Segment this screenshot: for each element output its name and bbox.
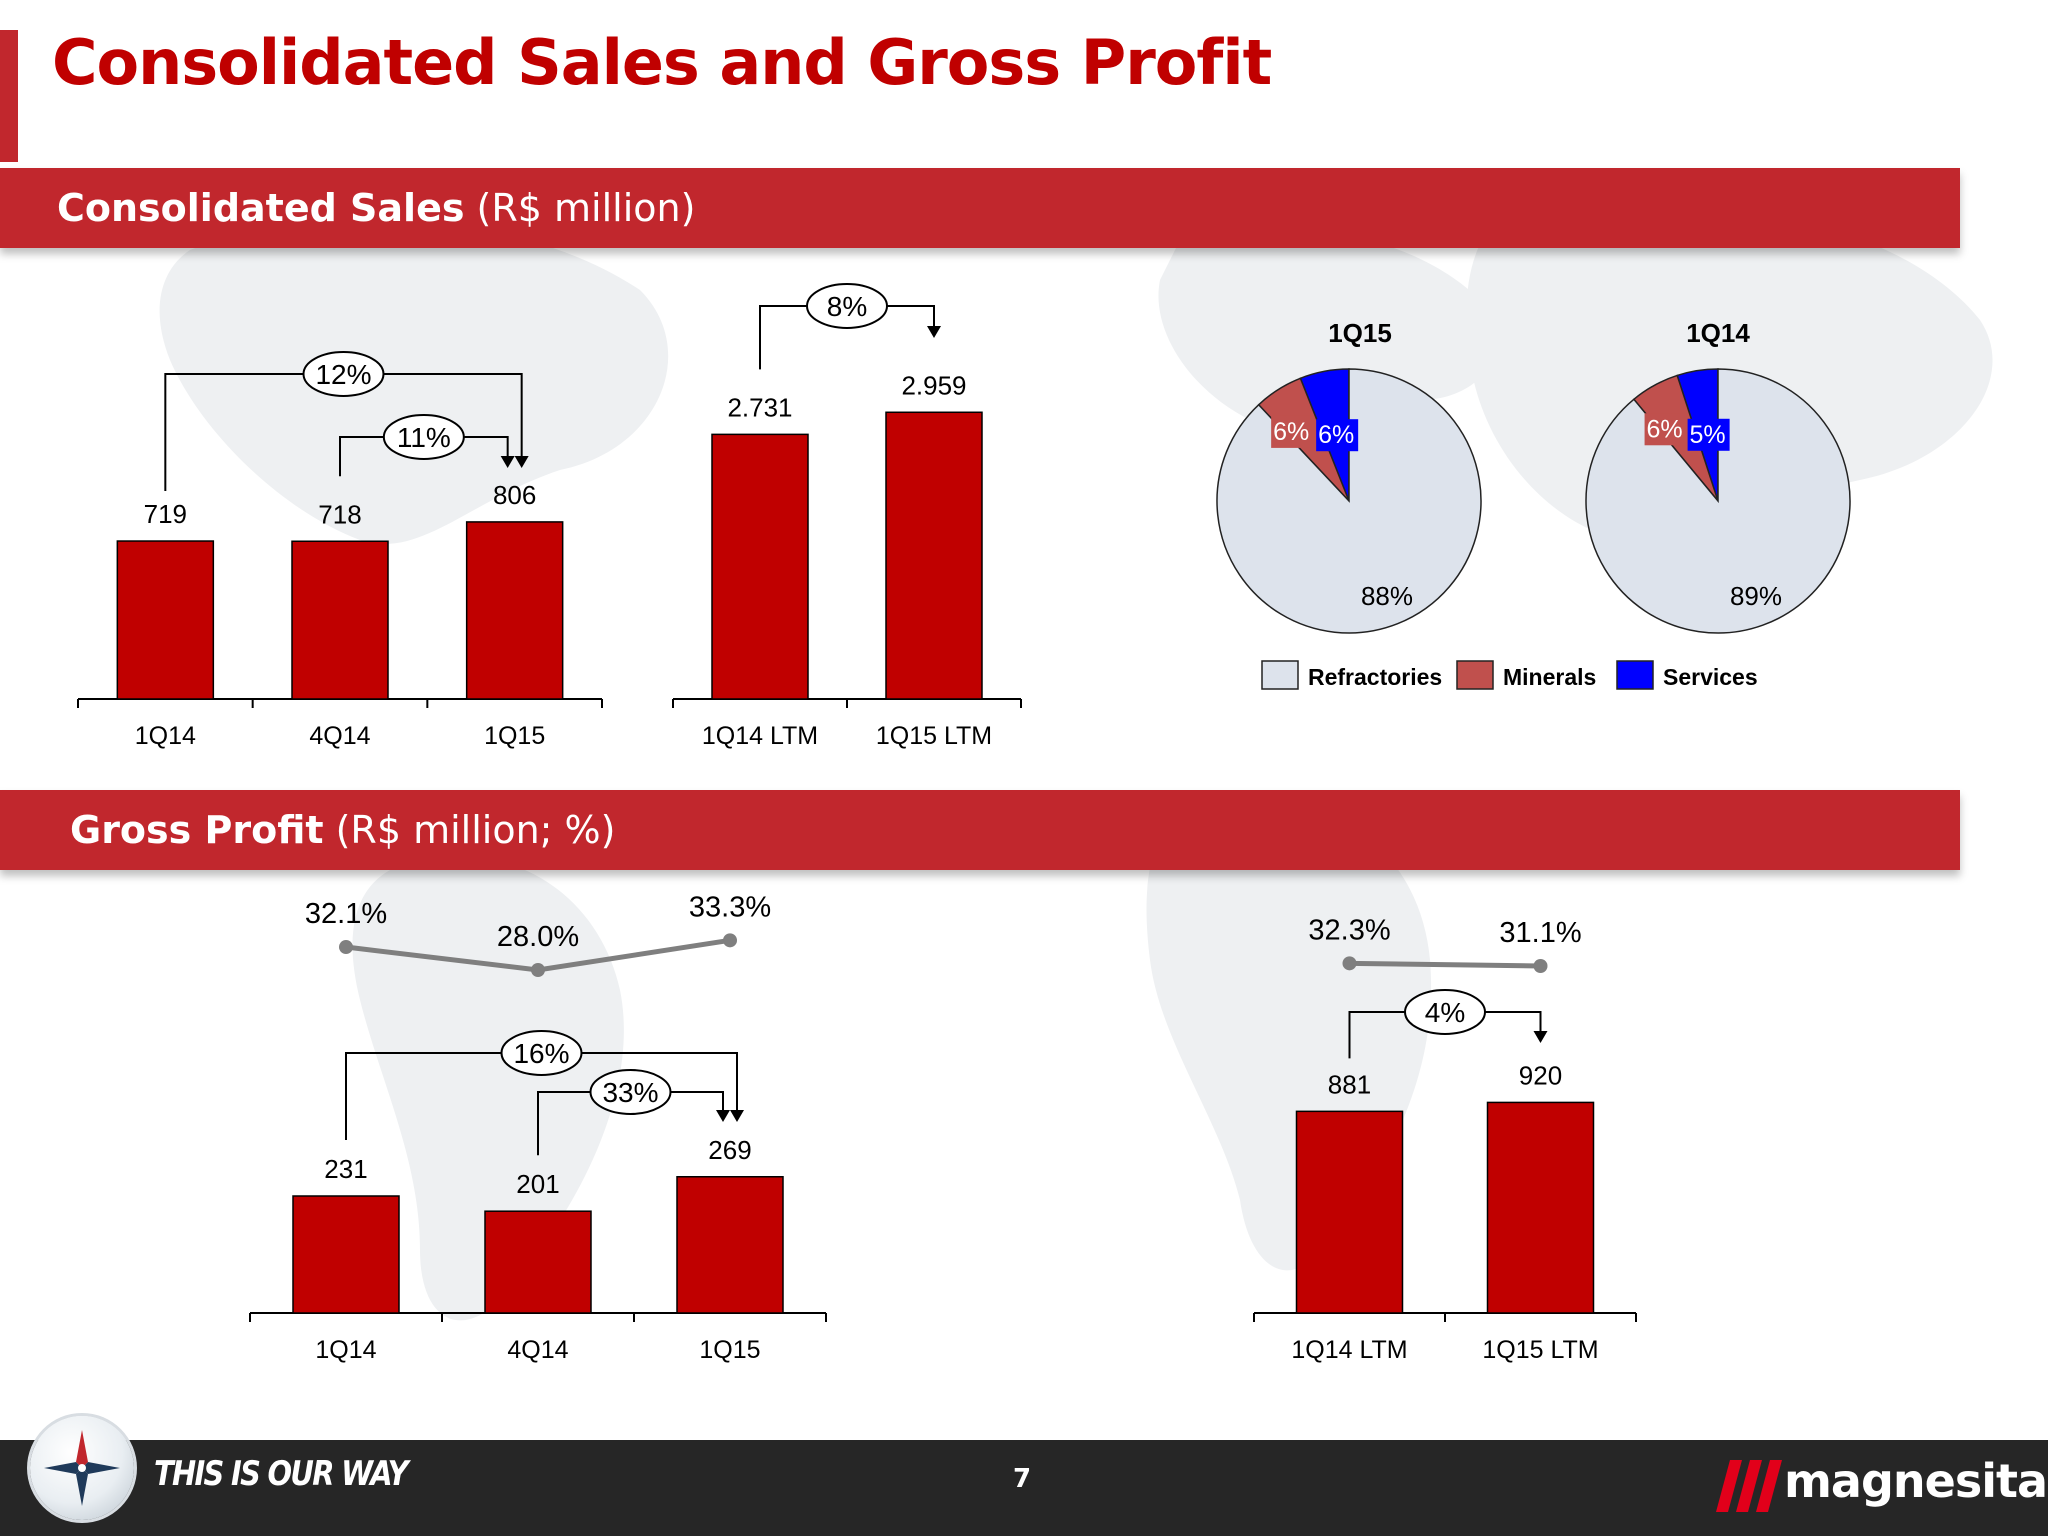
margin-point	[531, 963, 545, 977]
section-header-gross-profit: Gross Profit (R$ million; %)	[0, 790, 1960, 870]
growth-label-gp-qoq: 33%	[602, 1077, 658, 1108]
growth-label-gp-ltm: 4%	[1425, 997, 1465, 1028]
bar-value-label: 719	[144, 499, 187, 529]
x-tick-label: 1Q14 LTM	[1291, 1336, 1407, 1364]
growth-arrowhead	[730, 1110, 744, 1122]
x-tick-label: 1Q14	[315, 1336, 376, 1364]
growth-bubble	[806, 283, 888, 329]
bar	[885, 411, 983, 700]
growth-arrowhead	[927, 326, 941, 338]
pie-label-services: 6%	[1318, 421, 1354, 449]
brand-logo: magnesita	[1716, 1452, 2048, 1522]
bar-value-label: 920	[1519, 1060, 1562, 1090]
footer-tagline: THIS IS OUR WAY	[154, 1454, 409, 1494]
margin-label-ltm: 31.1%	[1499, 917, 1581, 949]
legend-label: Refractories	[1308, 664, 1442, 690]
pie-label-services: 5%	[1690, 421, 1726, 449]
slide-title: Consolidated Sales and Gross Profit	[52, 26, 1272, 99]
section-sales-title: Consolidated Sales	[57, 186, 465, 230]
growth-label-sales-ltm: 8%	[827, 291, 867, 322]
bar-value-label: 2.959	[901, 370, 966, 400]
footer-bar	[0, 1440, 2048, 1536]
pie-label-bg	[1644, 413, 1687, 446]
bar-value-label: 718	[318, 499, 361, 529]
bar-value-label: 201	[516, 1169, 559, 1199]
legend-label: Services	[1663, 664, 1758, 690]
pie-label-minerals: 6%	[1273, 418, 1309, 446]
bar	[1295, 1110, 1404, 1314]
growth-arrowhead	[716, 1110, 730, 1122]
bar	[711, 433, 809, 700]
margin-point	[723, 933, 737, 948]
x-tick-label: 1Q15 LTM	[876, 722, 992, 750]
legend-swatch	[1261, 660, 1299, 690]
bar	[676, 1176, 784, 1314]
margin-label-ltm: 32.3%	[1308, 914, 1390, 946]
page-number: 7	[1012, 1464, 1032, 1494]
pie-label-bg	[1316, 419, 1359, 452]
growth-label-gp-yoy: 16%	[513, 1038, 569, 1069]
bar-value-label: 881	[1328, 1069, 1371, 1099]
pie-title: 1Q14	[1686, 318, 1750, 348]
x-tick-label: 1Q15	[484, 722, 545, 750]
compass-logo-icon	[30, 1416, 134, 1520]
pie-slice	[1216, 368, 1482, 634]
section-sales-unit: (R$ million)	[464, 186, 696, 230]
x-tick-label: 4Q14	[507, 1336, 568, 1364]
bar-value-label: 806	[493, 480, 536, 510]
pie-label-bg	[1687, 418, 1730, 451]
brand-stripes-icon	[1716, 1460, 1782, 1512]
bar	[465, 521, 564, 700]
bar	[292, 1195, 400, 1314]
x-tick-label: 1Q15 LTM	[1482, 1336, 1598, 1364]
x-tick-label: 1Q14 LTM	[702, 722, 818, 750]
pie-label-minerals: 6%	[1647, 415, 1683, 443]
growth-arrowhead	[514, 456, 529, 468]
growth-bubble	[302, 351, 385, 397]
bar-value-label: 2.731	[727, 392, 792, 422]
bar	[484, 1210, 592, 1314]
growth-arrowhead	[500, 456, 515, 468]
x-tick-label: 1Q15	[699, 1336, 760, 1364]
pie-label-refractories: 89%	[1730, 581, 1782, 611]
section-header-sales: Consolidated Sales (R$ million)	[0, 168, 1960, 248]
section-profit-unit: (R$ million; %)	[323, 808, 616, 852]
growth-bubble	[589, 1069, 672, 1115]
bar	[116, 540, 215, 700]
section-profit-title: Gross Profit	[70, 808, 324, 852]
margin-label: 33.3%	[689, 891, 771, 923]
bar	[1486, 1101, 1595, 1314]
brand-wordmark: magnesita	[1784, 1454, 2048, 1508]
x-tick-label: 4Q14	[309, 722, 370, 750]
growth-label-sales-yoy: 12%	[315, 359, 371, 390]
bar-value-label: 269	[708, 1135, 751, 1165]
growth-bubble	[382, 414, 465, 460]
pie-label-refractories: 88%	[1361, 581, 1413, 611]
margin-point-ltm	[1533, 959, 1548, 973]
title-accent-bar	[0, 30, 18, 162]
margin-point-ltm	[1342, 956, 1357, 971]
legend-swatch	[1616, 660, 1654, 690]
growth-bubble	[1404, 989, 1486, 1035]
growth-bubble	[500, 1030, 583, 1076]
margin-label: 28.0%	[497, 921, 579, 953]
bar	[291, 540, 389, 700]
pie-title: 1Q15	[1328, 318, 1392, 348]
pie-slice	[1585, 368, 1851, 634]
margin-label: 32.1%	[305, 898, 387, 930]
margin-line-ltm	[1349, 960, 1541, 969]
pie-label-bg	[1271, 415, 1314, 448]
growth-arrowhead	[1533, 1031, 1548, 1043]
legend-swatch	[1456, 660, 1494, 690]
growth-label-sales-qoq: 11%	[397, 422, 451, 453]
x-tick-label: 1Q14	[135, 722, 196, 750]
margin-point	[339, 940, 353, 955]
legend-label: Minerals	[1503, 664, 1596, 690]
bar-value-label: 231	[324, 1154, 367, 1184]
